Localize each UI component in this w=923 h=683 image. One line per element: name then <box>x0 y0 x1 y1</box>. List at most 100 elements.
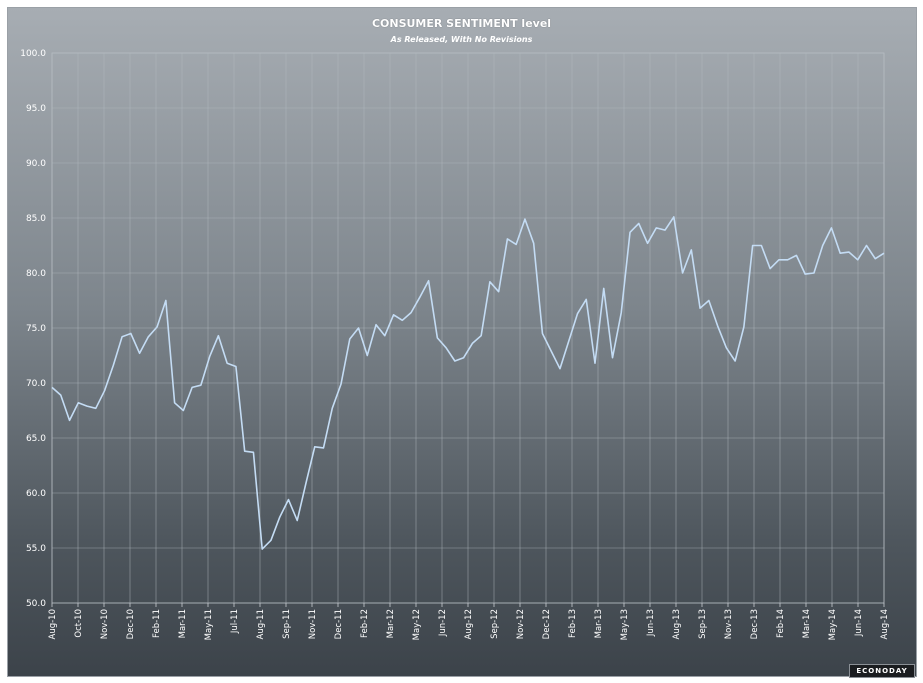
data-point <box>795 254 797 256</box>
data-point <box>340 383 342 385</box>
x-tick-label: Jun-14 <box>854 609 864 637</box>
x-tick-label: Dec-13 <box>750 609 760 639</box>
data-point <box>550 350 552 352</box>
x-tick-label: Dec-10 <box>126 609 136 639</box>
data-point <box>104 390 106 392</box>
data-point <box>384 335 386 337</box>
data-point <box>252 451 254 453</box>
x-tick-label: Feb-13 <box>568 609 578 638</box>
data-point <box>454 360 456 362</box>
x-tick-label: May-12 <box>412 609 422 640</box>
chart-title: CONSUMER SENTIMENT level <box>371 17 552 30</box>
data-point <box>182 410 184 412</box>
x-tick-label: Sep-13 <box>698 609 708 639</box>
data-point <box>401 319 403 321</box>
data-point <box>366 355 368 357</box>
data-point <box>191 386 193 388</box>
x-tick-label: Dec-12 <box>542 609 552 639</box>
data-point <box>174 402 176 404</box>
data-point <box>375 324 377 326</box>
y-tick-label: 80.0 <box>26 269 46 279</box>
x-tick-label: May-13 <box>620 609 630 640</box>
data-point <box>130 333 132 335</box>
x-tick-label: Sep-11 <box>282 609 292 639</box>
data-point <box>690 249 692 251</box>
x-tick-label: Aug-12 <box>464 609 474 639</box>
data-point <box>489 281 491 283</box>
data-point <box>717 325 719 327</box>
data-point <box>200 384 202 386</box>
data-point <box>261 548 263 550</box>
data-point <box>95 407 97 409</box>
data-point <box>86 405 88 407</box>
data-point <box>60 394 62 396</box>
data-point <box>209 356 211 358</box>
data-point <box>769 268 771 270</box>
data-point <box>498 291 500 293</box>
x-tick-label: Jul-11 <box>230 609 240 634</box>
data-point <box>664 229 666 231</box>
x-tick-label: Aug-10 <box>48 609 58 639</box>
data-point <box>655 227 657 229</box>
x-tick-label: Feb-14 <box>776 609 786 638</box>
data-point <box>524 218 526 220</box>
x-tick-label: Mar-14 <box>802 609 812 638</box>
data-point <box>296 520 298 522</box>
data-point <box>708 300 710 302</box>
x-tick-label: Dec-11 <box>334 609 344 639</box>
data-point <box>804 273 806 275</box>
data-point <box>638 223 640 225</box>
data-point <box>541 333 543 335</box>
data-point <box>830 227 832 229</box>
data-point <box>647 242 649 244</box>
x-tick-label: Nov-13 <box>724 609 734 639</box>
x-tick-label: Jun-13 <box>646 609 656 637</box>
data-point <box>883 252 885 254</box>
y-tick-label: 65.0 <box>26 434 46 444</box>
data-point <box>270 539 272 541</box>
data-point <box>787 259 789 261</box>
data-point <box>463 357 465 359</box>
data-point <box>165 300 167 302</box>
x-tick-label: Sep-12 <box>490 609 500 639</box>
data-point <box>235 366 237 368</box>
data-point <box>139 352 141 354</box>
data-point <box>874 258 876 260</box>
data-point <box>349 338 351 340</box>
x-tick-label: May-11 <box>204 609 214 640</box>
data-point <box>471 342 473 344</box>
data-point <box>480 335 482 337</box>
data-point <box>419 296 421 298</box>
data-point <box>857 259 859 261</box>
data-point <box>568 340 570 342</box>
data-point <box>865 245 867 247</box>
data-point <box>393 314 395 316</box>
y-tick-label: 90.0 <box>26 159 46 169</box>
data-point <box>314 446 316 448</box>
x-tick-label: May-14 <box>828 609 838 640</box>
y-tick-label: 85.0 <box>26 214 46 224</box>
data-point <box>813 272 815 274</box>
data-point <box>682 272 684 274</box>
data-point <box>147 336 149 338</box>
data-point <box>699 307 701 309</box>
econoday-logo: ECONODAY <box>849 664 915 678</box>
chart-subtitle: As Released, With No Revisions <box>390 35 533 44</box>
data-point <box>839 252 841 254</box>
x-tick-label: Nov-11 <box>308 609 318 639</box>
data-point <box>533 242 535 244</box>
x-tick-label: Feb-12 <box>360 609 370 638</box>
x-tick-label: Nov-12 <box>516 609 526 639</box>
x-tick-label: Feb-11 <box>152 609 162 638</box>
x-tick-label: Aug-14 <box>880 609 890 639</box>
chart-background <box>7 7 917 677</box>
data-point <box>428 280 430 282</box>
data-point <box>279 516 281 518</box>
data-point <box>559 368 561 370</box>
data-point <box>620 312 622 314</box>
data-point <box>603 287 605 289</box>
data-point <box>629 231 631 233</box>
x-tick-label: Aug-11 <box>256 609 266 639</box>
data-point <box>673 216 675 218</box>
data-point <box>725 347 727 349</box>
